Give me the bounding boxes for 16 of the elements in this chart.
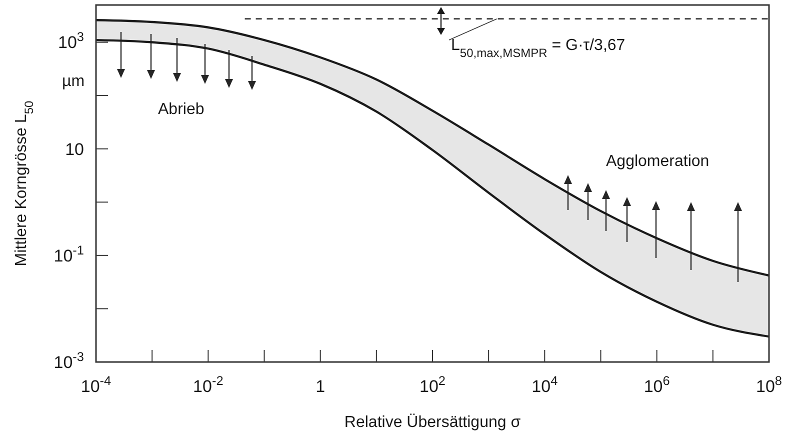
- y-tick-label: 10$^{3}$: [58, 28, 84, 52]
- text: µm: [62, 73, 85, 90]
- y-tick-label: 10$^{-3}$: [54, 348, 84, 372]
- y-tick-label: 10: [65, 140, 84, 159]
- x-tick-label: 10$^{-2}$: [193, 372, 224, 396]
- y-tick-label: 10$^{-1}$: [54, 242, 84, 266]
- annotation: Abrieb: [158, 101, 204, 118]
- annotation: Agglomeration: [606, 153, 710, 170]
- x-tick-label: 10$^{2}$: [419, 372, 446, 396]
- x-tick-label: 10$^{8}$: [756, 372, 782, 396]
- x-tick-label: 10$^{6}$: [644, 372, 670, 396]
- annotation: L$_{50,max,MSMPR}$ = G·τ/3,67: [451, 37, 626, 60]
- x-tick-label: 10$^{-4}$: [80, 372, 112, 396]
- x-tick-label: 1: [316, 377, 326, 396]
- x-axis-title: Relative Übersättigung σ: [344, 413, 521, 431]
- x-tick-label: 10$^{4}$: [532, 372, 558, 396]
